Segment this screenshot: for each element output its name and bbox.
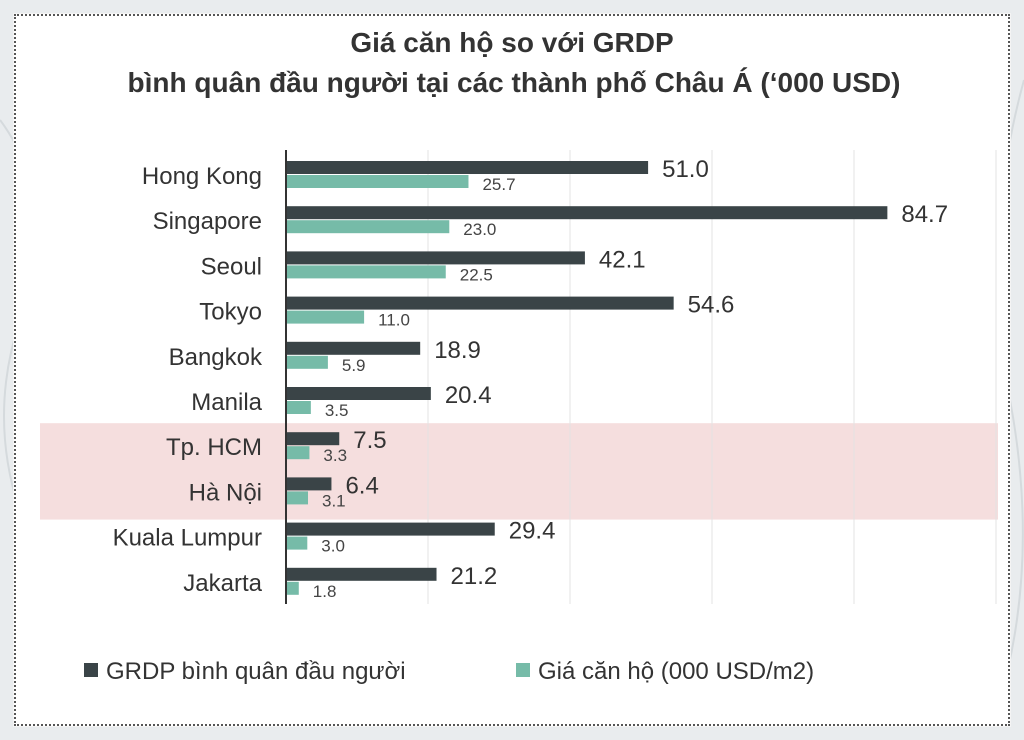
highlight-band [40, 423, 998, 520]
category-label: Seoul [201, 253, 262, 280]
legend-swatch-apartment-price [516, 663, 530, 677]
bar-grdp [286, 296, 674, 310]
data-label-grdp: 6.4 [345, 472, 378, 499]
data-label-apartment-price: 22.5 [460, 265, 493, 284]
data-label-grdp: 42.1 [599, 246, 646, 273]
bar-apartment-price [286, 175, 469, 188]
data-label-apartment-price: 1.8 [313, 582, 337, 601]
data-label-apartment-price: 3.0 [321, 537, 345, 556]
bars: Hong Kong 51.0 25.7 Singapore 84.7 23.0 Seoul 4… [113, 156, 949, 601]
category-label: Hong Kong [142, 163, 262, 190]
bar-grdp [286, 477, 332, 491]
chart-title-line2: bình quân đầu người tại các thành phố Ch… [128, 67, 901, 98]
legend-label-grdp: GRDP bình quân đầu người [106, 658, 406, 685]
category-label: Hà Nội [189, 479, 262, 506]
category-label: Tokyo [199, 299, 262, 326]
data-label-grdp: 7.5 [353, 427, 386, 454]
data-label-grdp: 20.4 [445, 382, 492, 409]
bar-grdp [286, 251, 585, 265]
category-label: Jakarta [183, 570, 262, 597]
bar-grdp [286, 567, 437, 581]
data-label-grdp: 84.7 [901, 201, 948, 228]
category-label: Singapore [153, 208, 262, 235]
data-label-grdp: 18.9 [434, 337, 481, 364]
bar-grdp [286, 341, 421, 355]
bar-apartment-price [286, 491, 309, 505]
chart-title-line1: Giá căn hộ so với GRDP [350, 27, 673, 58]
data-label-apartment-price: 3.5 [325, 401, 349, 420]
category-label: Bangkok [169, 344, 263, 371]
data-label-apartment-price: 3.3 [323, 446, 347, 465]
bar-apartment-price [286, 220, 450, 234]
data-label-grdp: 54.6 [688, 292, 735, 319]
data-label-grdp: 29.4 [509, 518, 556, 545]
category-label: Kuala Lumpur [113, 525, 262, 552]
bar-apartment-price [286, 355, 328, 369]
bar-grdp [286, 387, 431, 400]
legend: GRDP bình quân đầu người Giá căn hộ (000… [84, 658, 814, 685]
bar-apartment-price [286, 446, 310, 460]
category-label: Manila [191, 389, 262, 416]
bar-apartment-price [286, 310, 365, 324]
legend-label-apartment-price: Giá căn hộ (000 USD/m2) [538, 658, 814, 685]
bar-apartment-price [286, 536, 308, 550]
data-label-apartment-price: 23.0 [463, 220, 496, 239]
highlight-layer [40, 423, 998, 520]
data-label-apartment-price: 5.9 [342, 356, 366, 375]
bar-grdp [286, 432, 340, 446]
bar-apartment-price [286, 581, 299, 595]
bar-grdp [286, 161, 649, 174]
data-label-grdp: 21.2 [451, 563, 498, 590]
data-label-apartment-price: 3.1 [322, 491, 346, 510]
bar-apartment-price [286, 401, 311, 414]
legend-swatch-grdp [84, 663, 98, 677]
bar-grdp [286, 206, 888, 220]
category-label: Tp. HCM [166, 434, 262, 461]
data-label-grdp: 51.0 [662, 156, 709, 183]
data-label-apartment-price: 25.7 [482, 175, 515, 194]
data-label-apartment-price: 11.0 [378, 311, 410, 330]
bar-apartment-price [286, 265, 446, 279]
chart-frame [14, 14, 1010, 726]
bar-grdp [286, 522, 495, 536]
